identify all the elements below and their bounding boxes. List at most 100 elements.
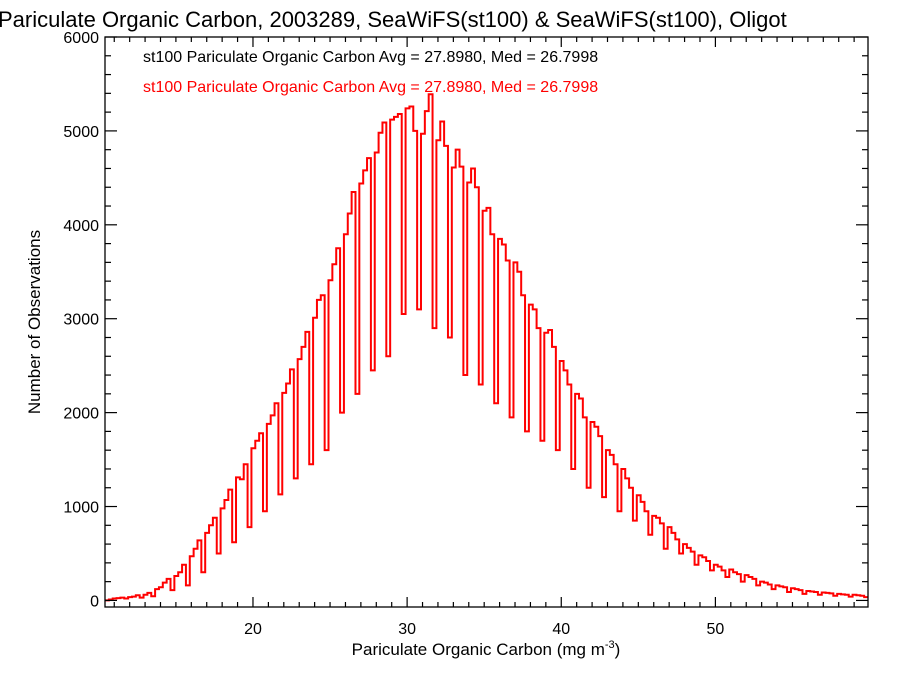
- histogram-bar: [417, 309, 421, 600]
- histogram-bar: [263, 511, 267, 600]
- x-tick-label: 50: [707, 621, 725, 638]
- histogram-bar: [379, 133, 383, 601]
- histogram-bar: [625, 478, 629, 600]
- histogram-bar: [255, 441, 259, 601]
- histogram-bar: [463, 375, 467, 600]
- histogram-bar: [756, 585, 760, 600]
- histogram-bar: [710, 570, 714, 600]
- histogram-bar: [548, 330, 552, 600]
- histogram-bar: [564, 370, 568, 600]
- histogram-bar: [679, 553, 683, 600]
- plot-frame: [104, 36, 869, 608]
- histogram-bar: [171, 590, 175, 600]
- histogram-bar: [201, 572, 205, 600]
- x-tick-label: 20: [244, 621, 262, 638]
- histogram-bar: [240, 479, 244, 600]
- histogram-bar: [217, 553, 221, 600]
- histogram-bar: [317, 300, 321, 600]
- x-axis-title: Pariculate Organic Carbon (mg m-3): [352, 639, 621, 659]
- histogram-bar: [664, 549, 668, 601]
- histogram-bar: [286, 384, 290, 601]
- histogram-bar: [309, 464, 313, 600]
- histogram-bar: [571, 469, 575, 600]
- histogram-bar: [456, 150, 460, 601]
- histogram-bar: [340, 413, 344, 601]
- histogram-bar: [332, 264, 336, 600]
- histogram-bar: [209, 525, 213, 600]
- histogram-bar: [579, 399, 583, 601]
- x-axis-title-main: Pariculate Organic Carbon (mg m: [352, 640, 605, 659]
- histogram-bar: [749, 577, 753, 600]
- histogram-bar: [725, 577, 729, 600]
- histogram-bar: [294, 478, 298, 600]
- y-tick-label: 1000: [63, 500, 99, 517]
- histogram-bar: [533, 309, 537, 600]
- histogram-bar: [248, 527, 252, 600]
- histogram-bar: [487, 208, 491, 601]
- histogram-bar: [224, 500, 228, 600]
- histogram-bar: [402, 314, 406, 600]
- histogram-bar: [386, 356, 390, 600]
- histogram-bar: [325, 450, 329, 600]
- histogram-bar: [702, 557, 706, 600]
- histogram-bar: [733, 572, 737, 600]
- histogram-bar: [371, 370, 375, 600]
- histogram-bar: [610, 455, 614, 601]
- histogram-bar: [440, 122, 444, 601]
- legend-entry-1: st100 Pariculate Organic Carbon Avg = 27…: [143, 49, 598, 66]
- histogram-outline: [105, 93, 868, 602]
- y-tick-label: 2000: [63, 406, 99, 423]
- histogram-bar: [556, 450, 560, 600]
- legend: st100 Pariculate Organic Carbon Avg = 27…: [143, 49, 598, 96]
- legend-entry-2: st100 Pariculate Organic Carbon Avg = 27…: [143, 79, 598, 96]
- y-tick-label: 6000: [63, 30, 99, 47]
- histogram-bar: [271, 415, 275, 600]
- histogram-bar: [517, 272, 521, 601]
- histogram-bar: [648, 535, 652, 601]
- chart-title: Pariculate Organic Carbon, 2003289, SeaW…: [0, 7, 787, 32]
- histogram-bar: [772, 589, 776, 600]
- histogram-bar: [302, 347, 306, 601]
- histogram-bar: [741, 582, 745, 601]
- histogram-bar: [587, 488, 591, 601]
- histogram-bar: [779, 586, 783, 600]
- histogram-bar: [687, 548, 691, 601]
- histogram-bar: [348, 214, 352, 601]
- histogram-bar: [479, 384, 483, 600]
- histogram-bar: [540, 441, 544, 601]
- y-axis-title: Number of Observations: [25, 230, 44, 414]
- x-axis-title-superscript: -3: [605, 639, 615, 651]
- y-tick-label: 3000: [63, 312, 99, 329]
- histogram-bar: [641, 502, 645, 601]
- histogram-bar: [656, 518, 660, 601]
- x-axis-title-suffix: ): [615, 640, 621, 659]
- histogram-bar: [186, 585, 190, 600]
- histogram-bar: [363, 170, 367, 600]
- histogram-bars: [109, 94, 868, 600]
- histogram-bar: [232, 542, 236, 600]
- histogram-bar: [633, 521, 637, 601]
- y-tick-label: 5000: [63, 124, 99, 141]
- histogram-bar: [394, 117, 398, 601]
- histogram-bar: [510, 417, 514, 600]
- histogram-bar: [594, 427, 598, 601]
- histogram-bar: [433, 328, 437, 600]
- histogram-bar: [278, 494, 282, 600]
- histogram-bar: [355, 394, 359, 601]
- x-tick-labels: 20 30 40 50: [244, 621, 724, 638]
- histogram-bar: [618, 511, 622, 600]
- histogram-bar: [787, 592, 791, 600]
- histogram-bar: [471, 168, 475, 600]
- histogram-bar: [525, 431, 529, 600]
- y-tick-label: 4000: [63, 218, 99, 235]
- x-tick-label: 30: [398, 621, 416, 638]
- histogram-bar: [671, 533, 675, 601]
- histogram-bar: [602, 497, 606, 600]
- axis-ticks: [105, 36, 868, 607]
- histogram-bar: [718, 567, 722, 601]
- y-tick-labels: 0 1000 2000 3000 4000 5000 6000: [63, 30, 99, 610]
- histogram-bar: [409, 106, 413, 600]
- y-tick-label: 0: [90, 593, 99, 610]
- x-tick-label: 40: [552, 621, 570, 638]
